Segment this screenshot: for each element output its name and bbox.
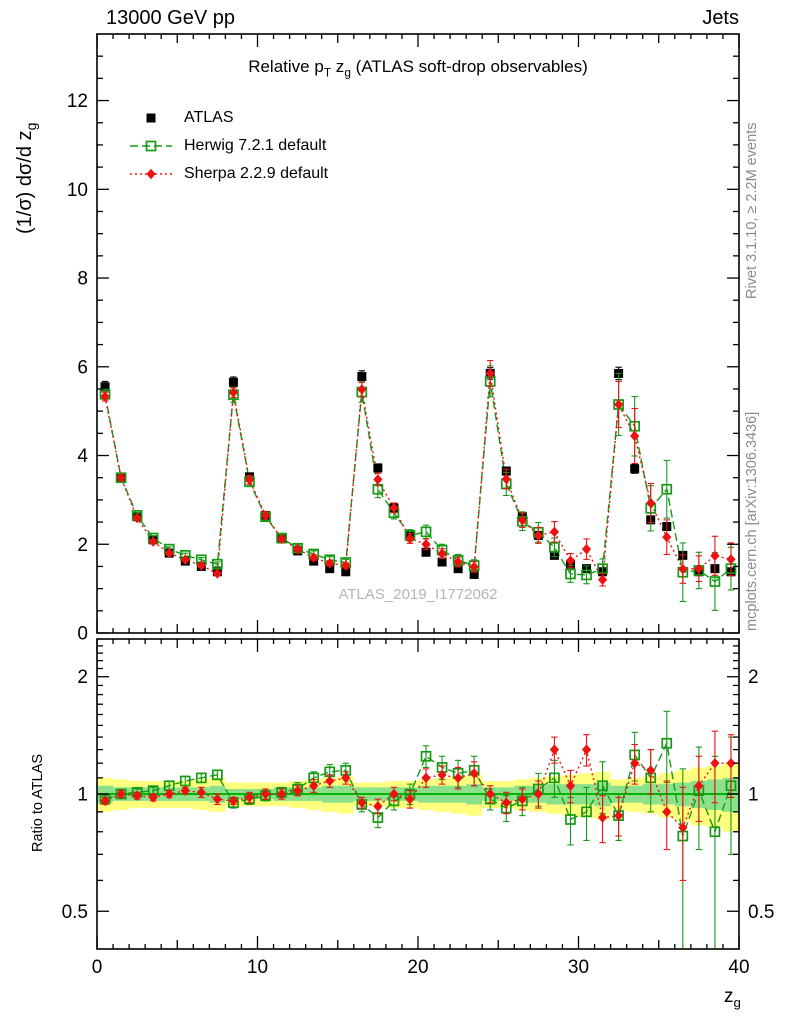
ratio-panel-group bbox=[97, 710, 739, 949]
y-axis-label: (1/σ) dσ/d zg bbox=[14, 122, 39, 234]
svg-text:2: 2 bbox=[77, 667, 88, 688]
svg-text:10: 10 bbox=[247, 957, 268, 978]
legend-label: Herwig 7.2.1 default bbox=[184, 137, 327, 154]
analysis-id-watermark: ATLAS_2019_I1772062 bbox=[338, 586, 498, 603]
process-label: Jets bbox=[702, 7, 739, 29]
svg-text:0: 0 bbox=[77, 624, 88, 645]
svg-text:20: 20 bbox=[407, 957, 428, 978]
mcplots-attribution-note: mcplots.cern.ch [arXiv:1306.3436] bbox=[744, 411, 760, 631]
svg-text:0.5: 0.5 bbox=[62, 902, 88, 923]
svg-text:6: 6 bbox=[77, 357, 88, 378]
svg-text:1: 1 bbox=[77, 785, 88, 806]
beam-energy-label: 13000 GeV pp bbox=[106, 7, 235, 29]
svg-text:8: 8 bbox=[77, 269, 88, 290]
svg-text:1: 1 bbox=[748, 785, 759, 806]
rivet-version-note: Rivet 3.1.10, ≥ 2.2M events bbox=[744, 122, 760, 299]
legend-item: Herwig 7.2.1 default bbox=[128, 132, 328, 160]
svg-text:2: 2 bbox=[77, 535, 88, 556]
svg-text:10: 10 bbox=[67, 180, 88, 201]
svg-text:12: 12 bbox=[67, 91, 88, 112]
svg-text:40: 40 bbox=[728, 957, 749, 978]
svg-text:2: 2 bbox=[748, 667, 759, 688]
square-filled-legend-marker-icon bbox=[146, 113, 156, 123]
main-panel-group bbox=[99, 360, 737, 611]
legend: ATLAS Herwig 7.2.1 default Sherpa 2.2.9 de… bbox=[128, 104, 328, 188]
legend-label: Sherpa 2.2.9 default bbox=[184, 165, 329, 182]
x-axis-label: zg bbox=[724, 986, 741, 1010]
legend-item: Sherpa 2.2.9 default bbox=[128, 160, 328, 188]
legend-label: ATLAS bbox=[184, 109, 234, 126]
ratio-axis-label: Ratio to ATLAS bbox=[30, 753, 46, 852]
svg-text:0: 0 bbox=[92, 957, 103, 978]
plot-title: Relative pT zg (ATLAS soft-drop observab… bbox=[248, 57, 588, 80]
square-open-legend-marker-icon bbox=[130, 140, 172, 152]
svg-text:30: 30 bbox=[568, 957, 589, 978]
svg-text:4: 4 bbox=[77, 446, 88, 467]
legend-item: ATLAS bbox=[128, 104, 328, 132]
svg-text:0.5: 0.5 bbox=[748, 902, 774, 923]
diamond-filled-legend-marker-icon bbox=[130, 168, 172, 180]
